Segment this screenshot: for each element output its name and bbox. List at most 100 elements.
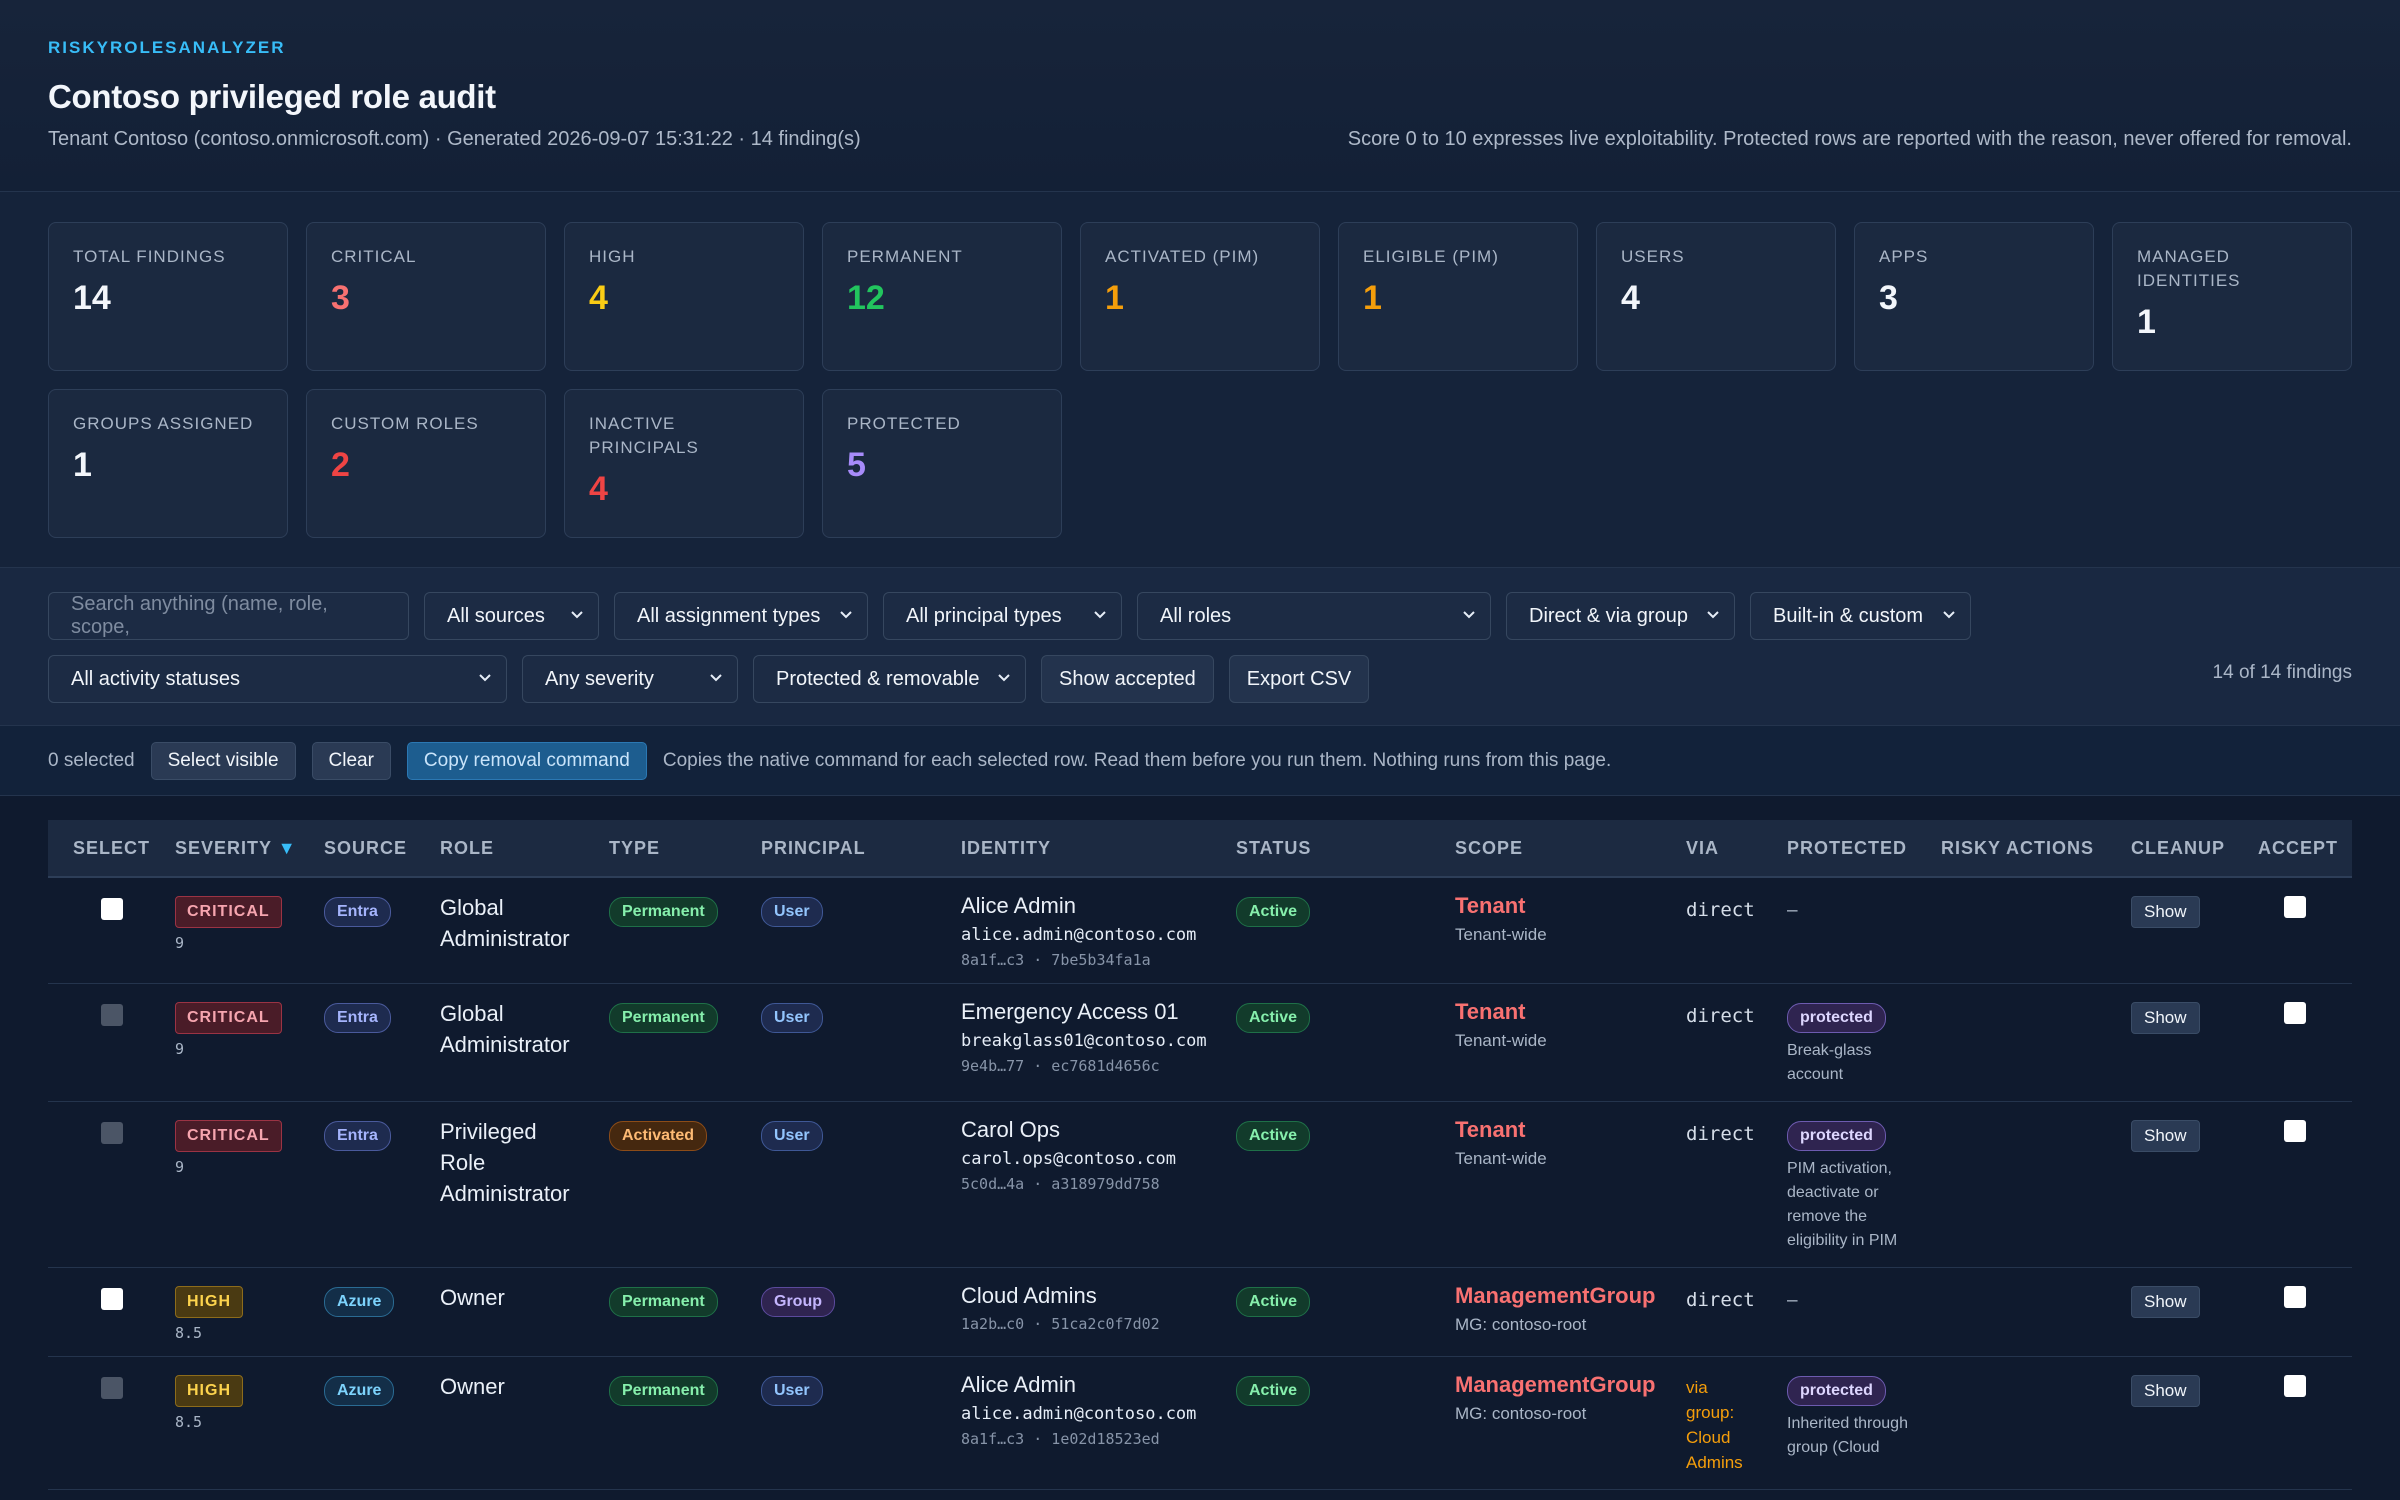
roles-select[interactable]: All roles [1137,592,1491,640]
accept-cell [2258,983,2352,1102]
protected-cell: protected Break-glass account [1787,983,1941,1102]
severity-select[interactable]: Any severity [522,655,738,703]
accept-checkbox[interactable] [2284,1120,2306,1142]
severity-badge: CRITICAL [175,1002,282,1034]
identity-ids: 1a2b…c0 · 51ca2c0f7d02 [961,1315,1160,1333]
severity-cell: CRITICAL 9 [175,877,324,984]
col-role: ROLE [440,820,609,878]
table-row: CRITICAL 9 Entra Global Administrator Perman… [48,877,2352,984]
export-csv-button[interactable]: Export CSV [1228,655,1370,703]
row-select-checkbox [100,1004,123,1026]
scope-name: ManagementGroup [1455,1283,1656,1308]
select-visible-button[interactable]: Select visible [150,741,296,780]
row-select-checkbox [100,1122,123,1144]
builtin-custom-select[interactable]: Built-in & custom [1750,592,1971,640]
assignment-types-select[interactable]: All assignment types [614,592,868,640]
severity-score: 9 [175,1158,185,1176]
scope-name: Tenant [1455,1117,1526,1142]
role-cell: Privileged Role Administrator [440,1101,609,1268]
chevron-down-icon [840,611,852,619]
direct-group-value: Direct & via group [1529,604,1688,627]
show-accepted-button[interactable]: Show accepted [1041,655,1214,703]
col-severity[interactable]: SEVERITY ▼ [175,820,324,878]
protected-select[interactable]: Protected & removable [753,655,1026,703]
accept-checkbox[interactable] [2284,1286,2306,1308]
page-header: RISKYROLESANALYZER Contoso privileged ro… [0,0,2400,192]
col-cleanup: CLEANUP [2131,820,2258,878]
search-input[interactable]: Search anything (name, role, scope, [48,592,409,640]
via-value: via group: Cloud Admins [1686,1378,1743,1472]
select-cell [48,877,175,984]
metric-card: PERMANENT 12 [822,222,1062,371]
show-cleanup-button[interactable]: Show [2131,896,2200,928]
metric-value: 3 [331,279,350,317]
type-cell: Permanent [609,1356,761,1490]
identity-cell: Cloud Admins 1a2b…c0 · 51ca2c0f7d02 [961,1267,1236,1357]
metric-card: GROUPS ASSIGNED 1 [48,389,288,538]
accept-checkbox[interactable] [2284,1375,2306,1397]
row-select-checkbox[interactable] [100,898,123,920]
protected-badge: protected [1787,1121,1886,1151]
sort-desc-icon: ▼ [277,837,297,858]
metric-value: 5 [847,446,866,484]
show-cleanup-button[interactable]: Show [2131,1002,2200,1034]
protected-value: – [1787,1290,1798,1311]
principal-types-select[interactable]: All principal types [883,592,1122,640]
status-badge: Active [1236,1003,1311,1033]
cleanup-cell: Show [2131,983,2258,1102]
cleanup-cell: Show [2131,1356,2258,1490]
metric-label: TOTAL FINDINGS [73,247,226,266]
metric-label: HIGH [589,247,636,266]
score-note: Score 0 to 10 expresses live exploitabil… [1347,128,2352,150]
activity-select[interactable]: All activity statuses [48,655,507,703]
col-accept: ACCEPT [2258,820,2352,878]
roles-value: All roles [1160,604,1232,627]
show-cleanup-button[interactable]: Show [2131,1286,2200,1318]
show-cleanup-button[interactable]: Show [2131,1120,2200,1152]
row-select-checkbox[interactable] [100,1288,123,1310]
clear-button[interactable]: Clear [311,741,391,780]
findings-table-wrap: SELECT SEVERITY ▼ SOURCE ROLE TYPE PRINC… [0,820,2400,1490]
protected-badge: protected [1787,1376,1886,1406]
severity-score: 9 [175,934,185,952]
status-badge: Active [1236,1121,1311,1151]
copy-removal-command-button[interactable]: Copy removal command [406,741,647,780]
role-cell: Global Administrator [440,983,609,1102]
metric-value: 4 [589,279,608,317]
source-badge: Entra [324,897,391,927]
identity-name: Emergency Access 01 [961,999,1179,1024]
metric-label: GROUPS ASSIGNED [73,414,254,433]
sources-select[interactable]: All sources [424,592,599,640]
accept-checkbox[interactable] [2284,896,2306,918]
identity-ids: 8a1f…c3 · 7be5b34fa1a [961,951,1151,969]
protected-cell: – [1787,877,1941,984]
scope-cell: Tenant Tenant-wide [1455,983,1686,1102]
identity-cell: Alice Admin alice.admin@contoso.com 8a1f…c… [961,877,1236,984]
metric-card: ACTIVATED (PIM) 1 [1080,222,1320,371]
chevron-down-icon [1707,611,1719,619]
metric-label: USERS [1621,247,1685,266]
metric-label: PERMANENT [847,247,963,266]
select-cell [48,983,175,1102]
table-body: CRITICAL 9 Entra Global Administrator Perman… [48,877,2352,1490]
metrics-panel: TOTAL FINDINGS 14 CRITICAL 3 HIGH 4 PERMANENT 1… [0,192,2400,568]
accept-checkbox[interactable] [2284,1002,2306,1024]
severity-cell: HIGH 8.5 [175,1356,324,1490]
scope-name: Tenant [1455,999,1526,1024]
via-value: direct [1686,899,1755,921]
direct-group-select[interactable]: Direct & via group [1506,592,1735,640]
via-cell: direct [1686,983,1787,1102]
type-cell: Permanent [609,877,761,984]
scope-detail: Tenant-wide [1455,1031,1547,1050]
table-header-row: SELECT SEVERITY ▼ SOURCE ROLE TYPE PRINC… [48,820,2352,878]
metric-card: MANAGED IDENTITIES 1 [2112,222,2352,371]
source-cell: Entra [324,983,440,1102]
role-cell: Owner [440,1356,609,1490]
show-cleanup-button[interactable]: Show [2131,1375,2200,1407]
metric-card: TOTAL FINDINGS 14 [48,222,288,371]
severity-badge: HIGH [175,1375,243,1407]
metric-value: 3 [1879,279,1898,317]
metric-card: APPS 3 [1854,222,2094,371]
source-badge: Entra [324,1121,391,1151]
scope-detail: Tenant-wide [1455,1149,1547,1168]
